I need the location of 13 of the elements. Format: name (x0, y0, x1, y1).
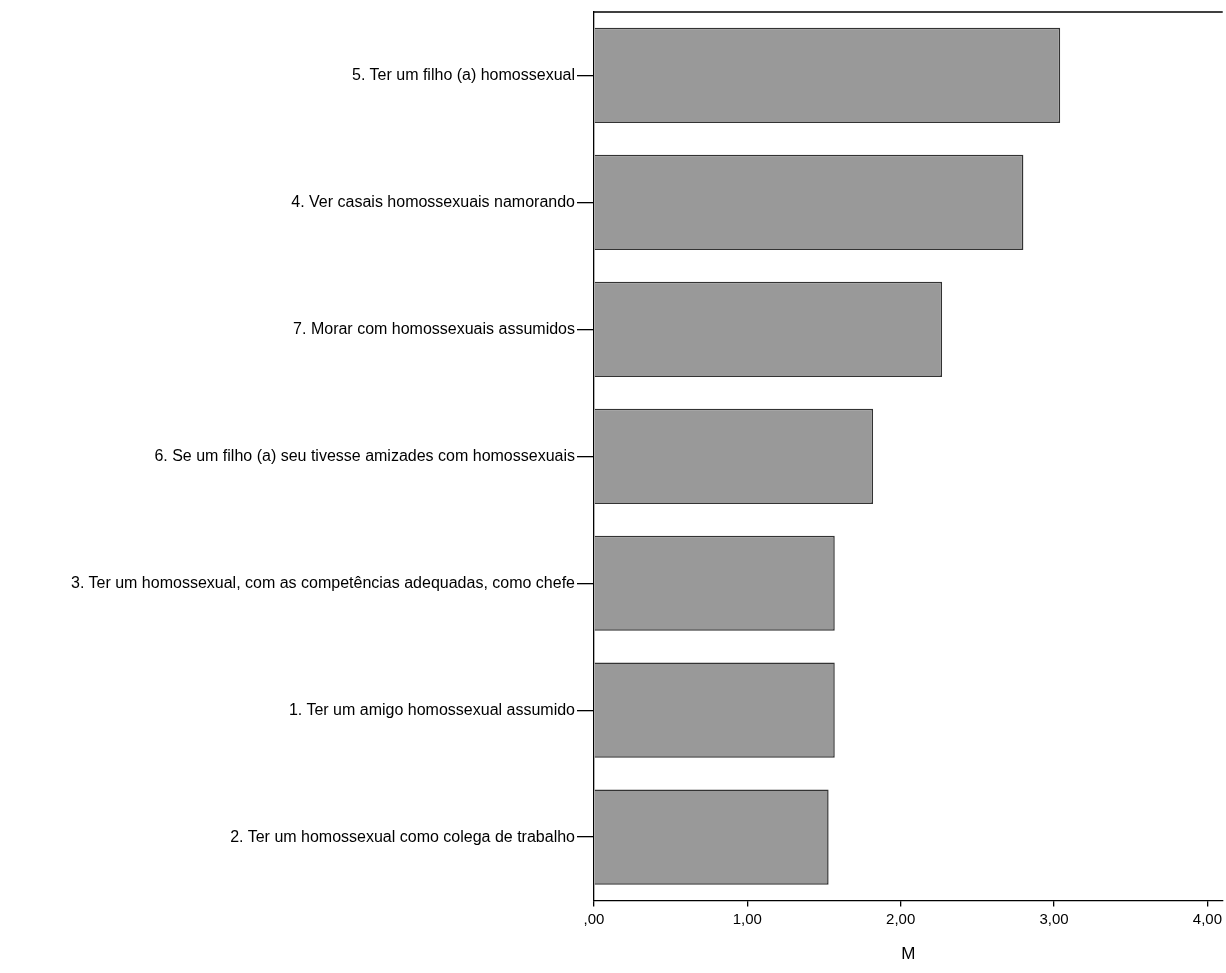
y-tick-label: 1. Ter um amigo homossexual assumido (288, 700, 576, 718)
y-tick-label: 3. Ter um homossexual, com as competências adequadas, como chefe (71, 573, 576, 591)
y-tick-label: 5. Ter um filho (a) homossexual (352, 65, 575, 83)
y-tick-label: 2. Ter um homossexual como colega de trabalho (230, 827, 576, 845)
x-tick-label: ,00 (583, 909, 605, 927)
y-tick-label: 4. Ver casais homossexuais namorando (291, 192, 576, 210)
x-tick-label: 3,00 (1039, 909, 1069, 927)
y-tick-label: 6. Se um filho (a) seu tivesse amizades com homossexuais (154, 446, 575, 464)
x-axis-title: M (901, 944, 916, 964)
y-tick-label: 7. Morar com homossexuais assumidos (293, 319, 575, 337)
x-tick-label: 2,00 (886, 909, 916, 927)
x-tick-label: 4,00 (1192, 909, 1222, 927)
x-tick-label: 1,00 (732, 909, 762, 927)
